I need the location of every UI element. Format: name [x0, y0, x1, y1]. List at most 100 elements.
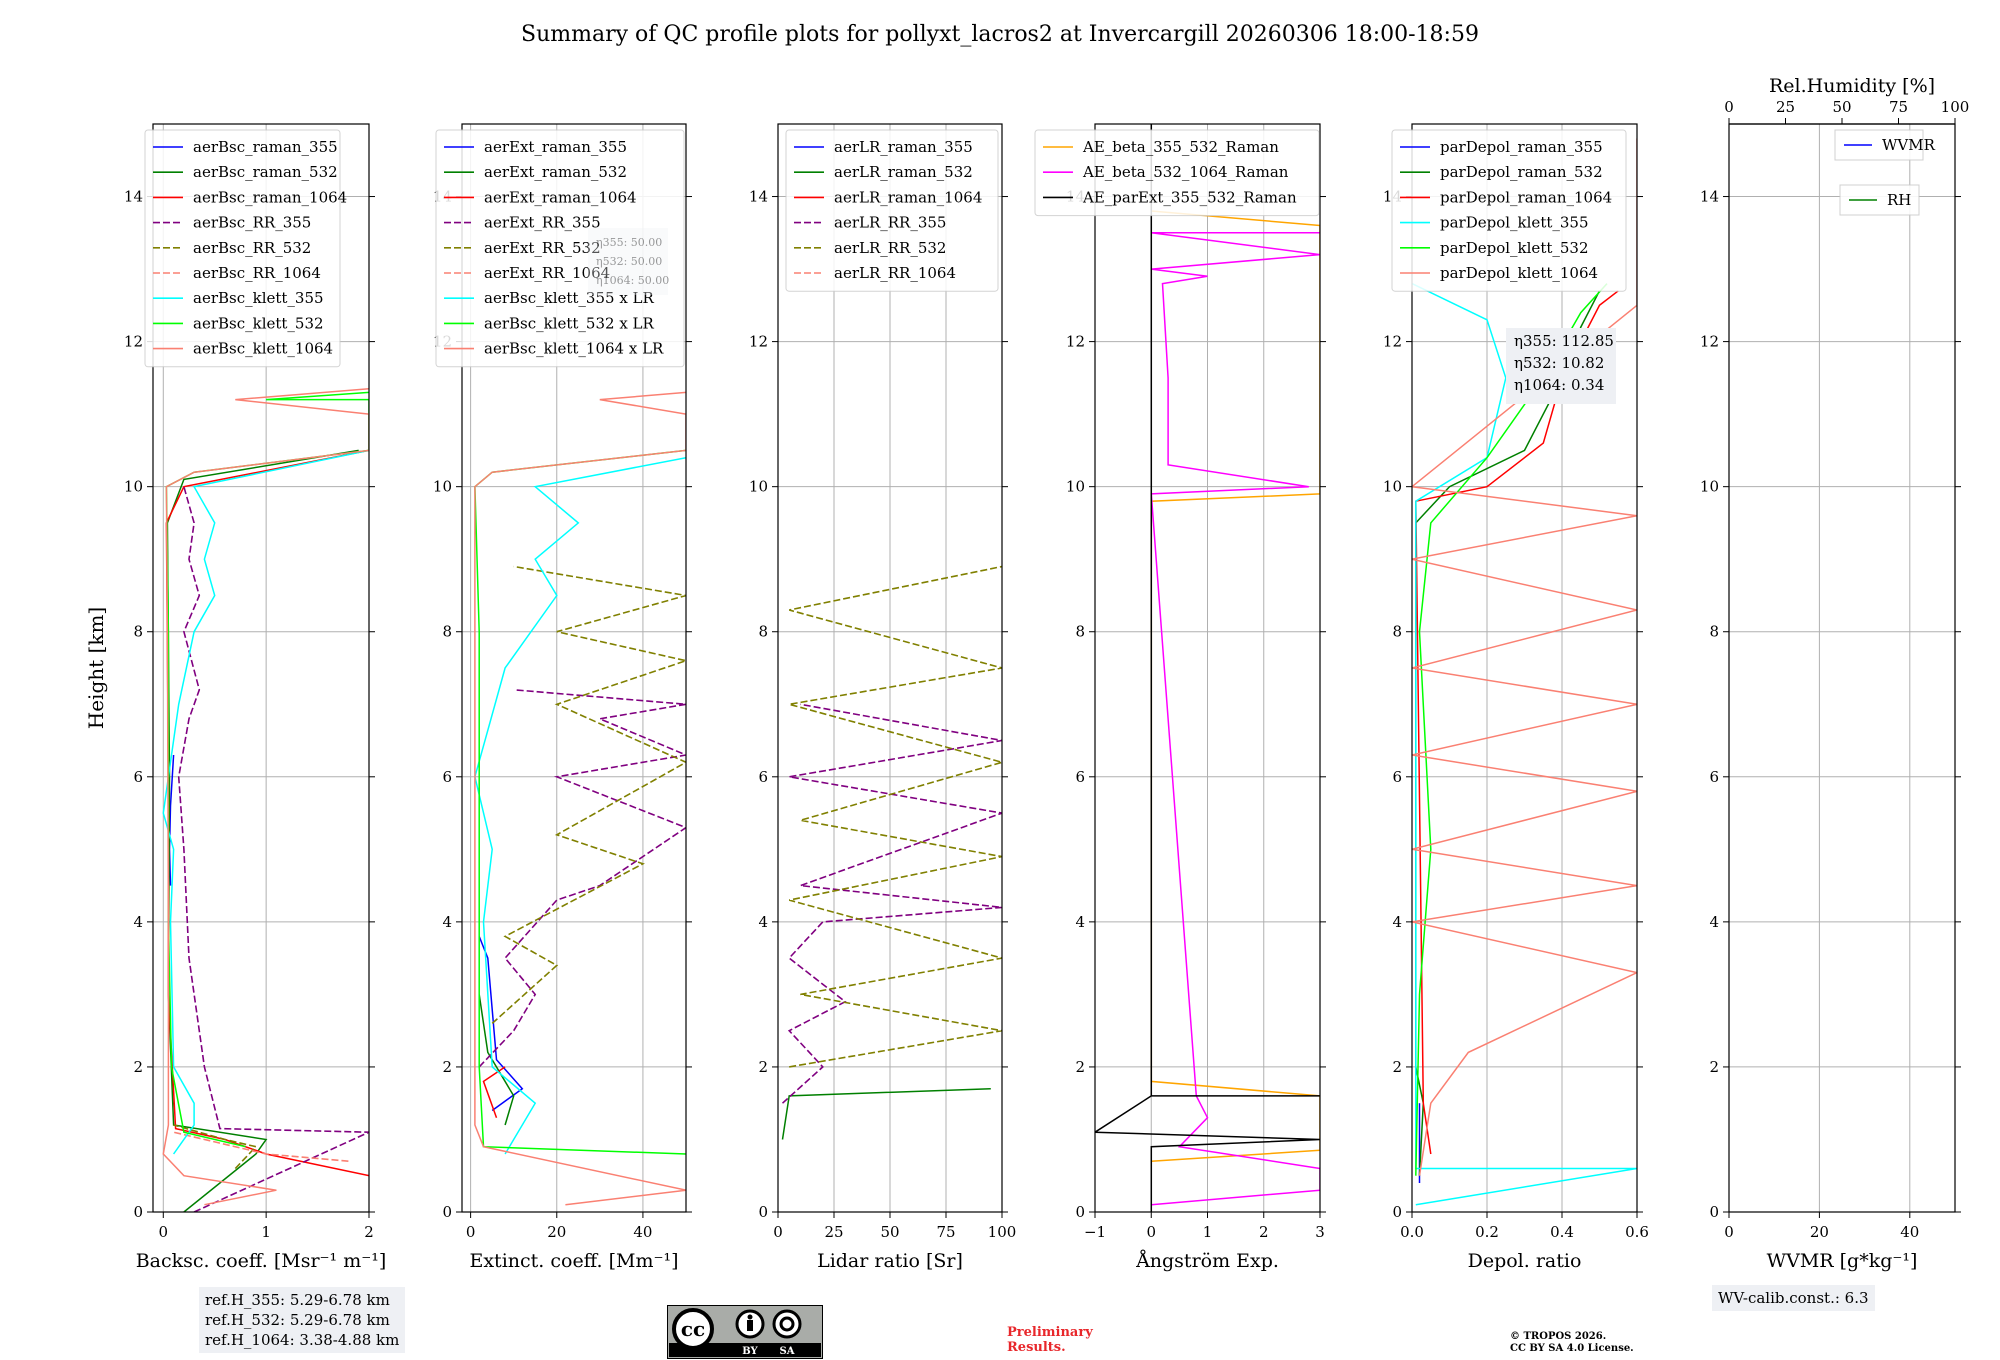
reference-height-box: ref.H_355: 5.29-6.78 km ref.H_532: 5.29-…	[199, 1287, 406, 1353]
x-tick-label: 0	[1146, 1223, 1156, 1241]
y-tick-label: 6	[442, 768, 452, 786]
legend-label: parDepol_raman_1064	[1440, 188, 1612, 206]
y-tick-label: 10	[749, 478, 768, 496]
x-tick-label: 1	[261, 1223, 271, 1241]
series-AE_beta_355_532_Raman	[1150, 210, 1320, 1162]
series-aerLR_RR_532	[788, 565, 1002, 1068]
series-aerBsc_klett_532	[165, 391, 369, 1148]
y-tick-label: 4	[1392, 913, 1402, 931]
series-parDepol_klett_1064	[1412, 138, 1637, 1176]
series-aerBsc_klett_532 x LR	[474, 449, 686, 1155]
preliminary-note: Preliminary Results.	[1007, 1325, 1093, 1355]
axes-frame	[1411, 123, 1638, 1213]
y-tick-label: 6	[1392, 768, 1402, 786]
y-tick-label: 10	[433, 478, 452, 496]
wv-calib-const: WV-calib.const.: 6.3	[1718, 1289, 1869, 1307]
annotation-text: η532: 10.82	[1514, 354, 1604, 372]
legend-label: aerBsc_klett_1064	[193, 340, 333, 358]
cc-license-badge: cc BY SA	[667, 1305, 823, 1359]
y-tick-label: 6	[133, 768, 143, 786]
y-tick-label: 12	[1700, 333, 1719, 351]
y-axis-label: Height [km]	[84, 607, 108, 729]
legend-label: aerBsc_klett_532	[193, 314, 324, 332]
x-axis-label: WVMR [g*kg⁻¹]	[1767, 1250, 1918, 1272]
y-tick-label: 14	[124, 188, 143, 206]
x-axis-label: Lidar ratio [Sr]	[817, 1250, 963, 1272]
top-tick-label: 75	[1889, 98, 1908, 116]
series-parDepol_raman_1064	[1415, 290, 1619, 1155]
cc-logo-text: cc	[681, 1317, 705, 1341]
y-tick-label: 12	[1383, 333, 1402, 351]
legend-label: aerExt_RR_355	[484, 214, 601, 232]
series-aerBsc_RR_355	[177, 486, 369, 1212]
x-tick-label: 0	[159, 1223, 169, 1241]
annotation-text: η532: 50.00	[596, 255, 662, 268]
series-parDepol_klett_532	[1415, 283, 1608, 1176]
series-aerBsc_raman_532	[166, 449, 359, 1212]
y-tick-label: 0	[1075, 1203, 1085, 1221]
annotation-text: η355: 112.85	[1514, 332, 1614, 350]
y-tick-label: 4	[1709, 913, 1719, 931]
x-tick-label: 100	[988, 1223, 1017, 1241]
y-tick-label: 12	[1066, 333, 1085, 351]
x-tick-label: 20	[547, 1223, 566, 1241]
y-tick-label: 6	[758, 768, 768, 786]
cc-sa-label: SA	[780, 1346, 795, 1357]
legend-label: parDepol_klett_355	[1440, 214, 1589, 232]
ref-height-355: ref.H_355: 5.29-6.78 km	[205, 1291, 390, 1309]
legend-label: AE_beta_532_1064_Raman	[1082, 163, 1289, 181]
y-tick-label: 10	[1066, 478, 1085, 496]
panel-extinction: 0204002468101214Extinct. coeff. [Mm⁻¹]ae…	[433, 123, 692, 1272]
x-tick-label: 25	[824, 1223, 843, 1241]
y-tick-label: 14	[1700, 188, 1719, 206]
legend-label: aerBsc_klett_355 x LR	[484, 289, 655, 307]
series-aerExt_RR_532	[491, 565, 686, 1024]
x-tick-label: 40	[633, 1223, 652, 1241]
x-tick-label: 0.2	[1475, 1223, 1499, 1241]
series-aerBsc_raman_355	[168, 754, 175, 886]
legend-label: aerLR_RR_532	[834, 239, 946, 257]
legend-label: aerExt_RR_1064	[484, 264, 610, 282]
panel-angstrom: −1012302468101214Ångström Exp.AE_beta_35…	[1034, 123, 1326, 1272]
legend-label: aerBsc_RR_1064	[193, 264, 321, 282]
annotation-text: η355: 50.00	[596, 236, 662, 249]
y-tick-label: 0	[1709, 1203, 1719, 1221]
y-tick-label: 8	[1075, 623, 1085, 641]
y-tick-label: 10	[1383, 478, 1402, 496]
ref-height-1064: ref.H_1064: 3.38-4.88 km	[205, 1331, 400, 1349]
x-tick-label: 40	[1900, 1223, 1919, 1241]
annotation-text: η1064: 0.34	[1514, 376, 1604, 394]
y-tick-label: 2	[1075, 1058, 1085, 1076]
annotation-box	[1506, 328, 1616, 404]
x-tick-label: 0.4	[1550, 1223, 1574, 1241]
legend-box	[1391, 129, 1627, 292]
y-tick-label: 2	[1709, 1058, 1719, 1076]
x-tick-label: 20	[1810, 1223, 1829, 1241]
x-axis-label: Backsc. coeff. [Msr⁻¹ m⁻¹]	[136, 1250, 387, 1272]
series-AE_parExt_355_532_Raman	[1095, 124, 1320, 1212]
legend-label: aerExt_raman_355	[484, 138, 627, 156]
axes-frame	[152, 123, 370, 1213]
x-tick-label: 2	[1259, 1223, 1269, 1241]
series-aerBsc_RR_532	[173, 1124, 258, 1170]
legend-label: parDepol_raman_532	[1440, 163, 1603, 181]
copyright-note: © TROPOS 2026. CC BY SA 4.0 License.	[1510, 1331, 1634, 1354]
legend-label: aerLR_RR_1064	[834, 264, 956, 282]
legend-label: aerBsc_klett_532 x LR	[484, 314, 655, 332]
axes-frame	[1728, 123, 1956, 1213]
y-tick-label: 4	[1075, 913, 1085, 931]
y-tick-label: 8	[758, 623, 768, 641]
x-tick-label: 3	[1315, 1223, 1325, 1241]
y-tick-label: 2	[133, 1058, 143, 1076]
y-tick-label: 14	[749, 188, 768, 206]
legend-label: aerBsc_raman_532	[193, 163, 338, 181]
top-tick-label: 100	[1941, 98, 1970, 116]
x-tick-label: 0.0	[1400, 1223, 1424, 1241]
legend-box	[785, 129, 999, 292]
y-tick-label: 0	[758, 1203, 768, 1221]
legend-label: WVMR	[1882, 136, 1936, 154]
x-axis-label: Ångström Exp.	[1135, 1250, 1279, 1272]
ref-height-532: ref.H_532: 5.29-6.78 km	[205, 1311, 390, 1329]
legend-label: aerBsc_klett_355	[193, 289, 324, 307]
